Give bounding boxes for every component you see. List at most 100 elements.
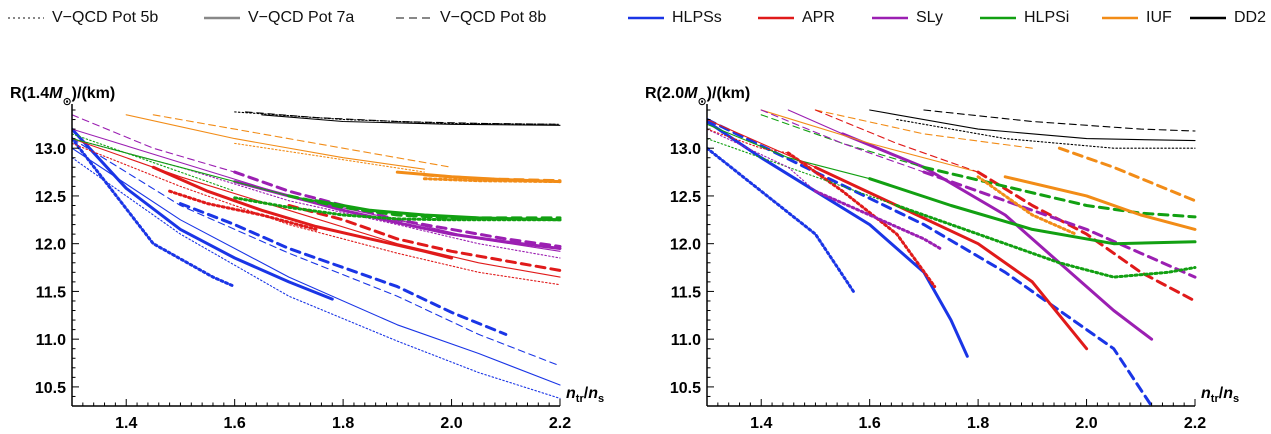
y-axis-label: R(1.4M⊙)/(km) <box>10 85 115 108</box>
color-swatch <box>1190 16 1226 20</box>
color-swatch <box>980 16 1016 20</box>
curves <box>72 111 562 399</box>
x-axis-label: ntr/ns <box>1201 385 1239 405</box>
series-line-hlpss-8b <box>178 202 508 336</box>
series-line-dd2-7a <box>261 114 561 126</box>
series-line-apr-5b <box>707 128 789 154</box>
legend-label: V−QCD Pot 5b <box>52 9 159 26</box>
series-line-sly-8b <box>922 170 1197 279</box>
series-line-iuf-5b <box>422 177 562 184</box>
legend-label: HLPSs <box>672 9 722 26</box>
y-tick-label: 12.0 <box>670 237 701 254</box>
series-line-hlpsi-5b <box>233 196 562 222</box>
chart-panel-right: 1.4 1.6 1.8 2.0 2.2 10.5 11.0 11.5 12.0 12.5 13.0 R… <box>635 40 1271 434</box>
series-line-apr-5b <box>168 189 318 231</box>
series-line-hlpss-5b <box>72 157 561 399</box>
legend-item-hlpss: HLPSs <box>628 8 722 28</box>
y-tick-label: 13.0 <box>670 141 701 158</box>
series-line-sly-5b <box>813 189 942 250</box>
series-line-hlpss-8b <box>72 138 561 367</box>
series-line-apr-8b <box>814 109 979 173</box>
series-line-apr-5b <box>786 151 937 289</box>
series-line-dd2-8b <box>923 109 1196 132</box>
series-line-sly-7a <box>787 109 844 135</box>
series-line-hlpsi-5b <box>72 133 236 192</box>
y-tick-label: 11.0 <box>671 332 701 349</box>
legend-label: IUF <box>1146 9 1172 26</box>
series-line-hlpsi-8b <box>922 165 1197 219</box>
series-line-hlpsi-8b <box>760 114 925 168</box>
series-line-iuf-8b <box>422 173 562 183</box>
chart-left: 1.4 1.6 1.8 2.0 2.2 10.5 11.0 11.5 12.0 12.5 13.0 R… <box>10 85 604 432</box>
y-tick-label: 11.5 <box>36 284 66 301</box>
legend-item-pot-7a: V−QCD Pot 7a <box>204 8 354 28</box>
solid-line-swatch <box>204 16 240 20</box>
series-line-hlpss-7a <box>72 147 561 386</box>
y-tick-label: 10.5 <box>35 380 66 397</box>
series-line-iuf-8b <box>814 109 1033 149</box>
legend-label: SLy <box>916 9 943 26</box>
series-line-hlpsi-7a <box>868 177 1197 246</box>
x-tick-label: 2.2 <box>1184 415 1206 432</box>
series-line-iuf-7a <box>125 114 425 170</box>
series-line-sly-8b <box>760 109 925 173</box>
series-line-hlpss-7a <box>707 120 969 358</box>
series-line-hlpss-5b <box>707 146 855 293</box>
legend-item-sly: SLy <box>872 8 943 28</box>
series-line-sly-8b <box>233 170 562 248</box>
series-line-dd2-5b <box>234 111 561 125</box>
legend-label: V−QCD Pot 7a <box>248 9 355 26</box>
y-tick-label: 12.0 <box>35 237 66 254</box>
series-line-apr-8b <box>287 204 562 272</box>
series-line-apr-7a <box>707 118 816 168</box>
series-line-dd2-8b <box>244 111 561 125</box>
x-tick-label: 2.0 <box>440 415 462 432</box>
legend-item-pot-8b: V−QCD Pot 8b <box>396 8 546 28</box>
series-line-apr-7a <box>813 165 1089 351</box>
x-tick-label: 1.6 <box>224 415 246 432</box>
legend-label: HLPSi <box>1024 9 1070 26</box>
series-line-iuf-8b <box>1057 146 1197 203</box>
series-line-dd2-5b <box>896 118 1196 149</box>
legend-item-apr: APR <box>758 8 835 28</box>
legend-item-iuf: IUF <box>1102 8 1172 28</box>
series-line-iuf-5b <box>976 175 1078 236</box>
series-line-apr-7a <box>72 138 561 278</box>
legend-label: APR <box>802 9 835 26</box>
series-line-sly-7a <box>72 128 561 252</box>
legend-item-pot-5b: V−QCD Pot 5b <box>8 8 158 28</box>
y-axis-label: R(2.0M⊙)/(km) <box>645 85 750 108</box>
y-tick-label: 10.5 <box>670 380 701 397</box>
series-line-dd2-7a <box>869 109 1196 142</box>
x-tick-label: 1.8 <box>332 415 354 432</box>
x-tick-label: 1.4 <box>115 415 137 432</box>
series-line-apr-8b <box>976 170 1197 303</box>
curves <box>707 109 1197 406</box>
series-line-sly-8b <box>72 114 236 173</box>
dashed-line-swatch <box>396 17 432 19</box>
chart-panel-left: 1.4 1.6 1.8 2.0 2.2 10.5 11.0 11.5 12.0 12.5 13.0 R… <box>0 40 636 434</box>
series-line-iuf-8b <box>152 114 453 168</box>
legend: V−QCD Pot 5b V−QCD Pot 7a V−QCD Pot 8b H… <box>0 0 1271 40</box>
series-line-hlpss-5b <box>72 137 237 289</box>
series-line-iuf-7a <box>1003 175 1197 231</box>
series-line-iuf-5b <box>234 142 425 173</box>
dotted-line-swatch <box>8 17 44 19</box>
legend-item-dd2: DD2 <box>1190 8 1266 28</box>
color-swatch <box>872 16 908 20</box>
x-axis-label: ntr/ns <box>566 385 604 405</box>
y-tick-label: 12.5 <box>35 189 66 206</box>
color-swatch <box>628 16 664 20</box>
legend-label: DD2 <box>1234 9 1267 26</box>
series-line-hlpsi-5b <box>707 138 898 207</box>
color-swatch <box>758 16 794 20</box>
series-line-hlpsi-8b <box>287 194 562 220</box>
series-line-apr-5b <box>72 142 561 286</box>
series-line-iuf-7a <box>760 109 979 173</box>
chart-right: 1.4 1.6 1.8 2.0 2.2 10.5 11.0 11.5 12.0 12.5 13.0 R… <box>645 85 1239 432</box>
y-tick-label: 11.0 <box>36 332 66 349</box>
series-line-sly-7a <box>841 132 1154 341</box>
x-tick-label: 1.8 <box>967 415 989 432</box>
y-tick-label: 12.5 <box>670 189 701 206</box>
series-line-sly-5b <box>707 128 816 192</box>
